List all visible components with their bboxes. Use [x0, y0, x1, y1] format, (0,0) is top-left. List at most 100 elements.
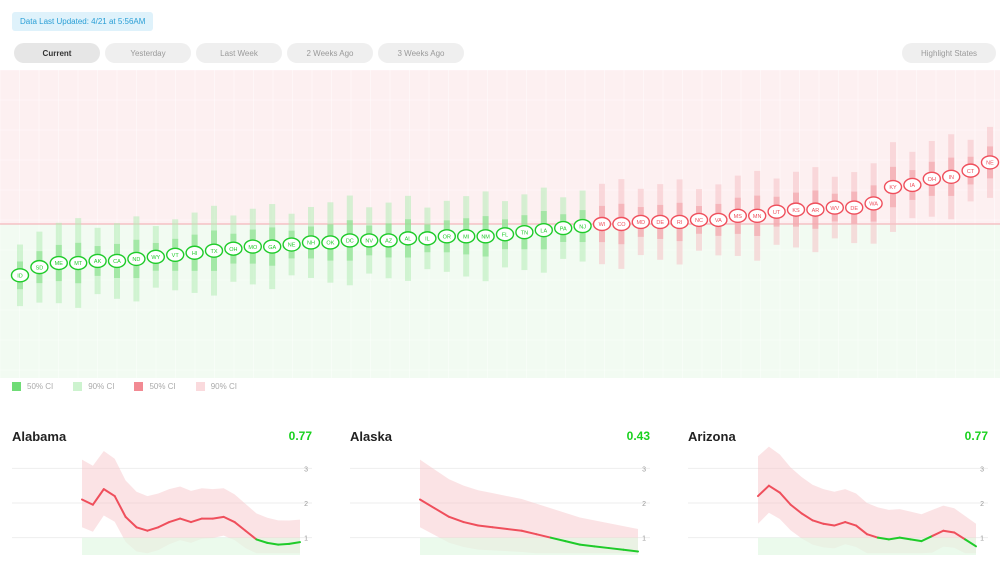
state-label: MI [463, 235, 470, 241]
state-point [845, 200, 864, 215]
state-point [360, 233, 379, 248]
mini-chart-value: 0.43 [626, 429, 650, 443]
state-point [922, 171, 941, 187]
state-point [88, 253, 107, 269]
state-point [165, 247, 185, 263]
state-label: NJ [579, 224, 586, 230]
rt-line-segment [822, 522, 836, 527]
state-label: RI [677, 220, 683, 226]
rt-line-segment [844, 521, 858, 527]
rt-line-segment [833, 521, 847, 527]
state-label: GA [268, 245, 276, 251]
state-point [825, 200, 844, 215]
y-tick-label: 3 [980, 466, 984, 473]
tab-current[interactable]: Current [14, 43, 100, 63]
tab-2-weeks-ago[interactable]: 2 Weeks Ago [287, 43, 373, 63]
state-point [592, 216, 612, 232]
ci-band [758, 446, 976, 554]
rt-line-segment [91, 488, 105, 506]
state-point [689, 212, 709, 228]
state-label: VA [715, 218, 722, 224]
rt-line-segment [448, 515, 465, 524]
state-label: IN [948, 175, 954, 181]
state-label: WV [830, 206, 839, 212]
y-tick-label: 1 [304, 536, 308, 543]
state-point [806, 202, 825, 217]
state-label: KS [792, 208, 800, 214]
above-threshold-region [0, 70, 1000, 224]
state-point [728, 208, 747, 223]
state-label: WI [599, 222, 606, 228]
state-point [864, 196, 883, 211]
highlight-states-button[interactable]: Highlight States [902, 43, 996, 63]
state-label: UT [773, 210, 781, 216]
rt-line-segment [179, 517, 192, 524]
rt-line-segment [211, 515, 225, 520]
rt-line-segment [920, 534, 934, 543]
rt-line-segment [549, 536, 567, 543]
state-label: IA [910, 183, 916, 189]
y-tick-label: 3 [304, 466, 308, 473]
rt-line-segment [233, 521, 247, 532]
state-point [340, 233, 359, 248]
rt-line-segment [953, 531, 967, 541]
mini-chart-plot: 3 2 1 [350, 459, 650, 555]
state-label: MN [753, 214, 762, 220]
rt-line-segment [491, 526, 509, 530]
state-label: DC [346, 239, 354, 245]
rt-line-segment [866, 533, 879, 539]
rt-line-segment [811, 519, 825, 525]
rt-line-segment [135, 526, 149, 532]
mini-chart-value: 0.77 [964, 429, 988, 443]
state-point [146, 249, 166, 265]
tab-3-weeks-ago[interactable]: 3 Weeks Ago [378, 43, 464, 63]
y-tick-label: 1 [980, 536, 984, 543]
state-label: MT [74, 261, 83, 267]
rt-line-segment [767, 484, 781, 494]
rt-line-segment [419, 498, 436, 510]
tab-last-week[interactable]: Last Week [196, 43, 282, 63]
state-label: IL [425, 237, 430, 243]
state-label: PA [560, 226, 567, 232]
legend-swatch [12, 382, 21, 391]
state-point [418, 231, 437, 246]
last-updated-badge: Data Last Updated: 4/21 at 5:56AM [12, 12, 154, 31]
state-label: NV [365, 239, 373, 245]
rt-line-segment [578, 543, 596, 548]
rt-line-segment [433, 507, 451, 518]
state-label: ME [55, 261, 64, 267]
legend-label: 90% CI [210, 382, 237, 391]
tab-yesterday[interactable]: Yesterday [105, 43, 191, 63]
state-label: KY [889, 185, 897, 191]
legend-green-90: 90% CI [73, 382, 114, 391]
state-label: DE [656, 220, 664, 226]
state-label: NH [307, 241, 315, 247]
state-point [612, 216, 631, 232]
state-point [631, 214, 650, 230]
rt-line-segment [564, 540, 581, 546]
state-point [107, 253, 127, 269]
y-tick-label: 2 [304, 501, 308, 508]
rt-line-segment [931, 529, 945, 537]
state-point [301, 235, 321, 250]
rt-line-segment [876, 536, 890, 541]
state-label: AR [812, 208, 820, 214]
mini-chart-title: Alabama [12, 429, 67, 444]
state-label: ID [17, 274, 23, 280]
state-rt-chart: ID SD ME MT AK CA ND WY VT HI TX OH MO GA NE NH OK DC NV AZ… [0, 70, 1000, 378]
rt-line-segment [462, 521, 480, 527]
rt-line-segment [244, 529, 258, 541]
rt-line-segment [964, 538, 977, 548]
state-point [457, 229, 476, 244]
state-label: TX [210, 249, 217, 255]
state-point [243, 239, 263, 254]
rt-line-segment [168, 517, 182, 524]
state-label: OR [443, 235, 451, 241]
state-point [495, 227, 515, 242]
state-point [398, 231, 418, 246]
state-label: OH [928, 177, 936, 183]
state-point [49, 255, 68, 271]
state-label: SD [36, 265, 44, 271]
state-point [379, 233, 398, 248]
time-tabs: Current Yesterday Last Week 2 Weeks Ago … [14, 43, 464, 63]
